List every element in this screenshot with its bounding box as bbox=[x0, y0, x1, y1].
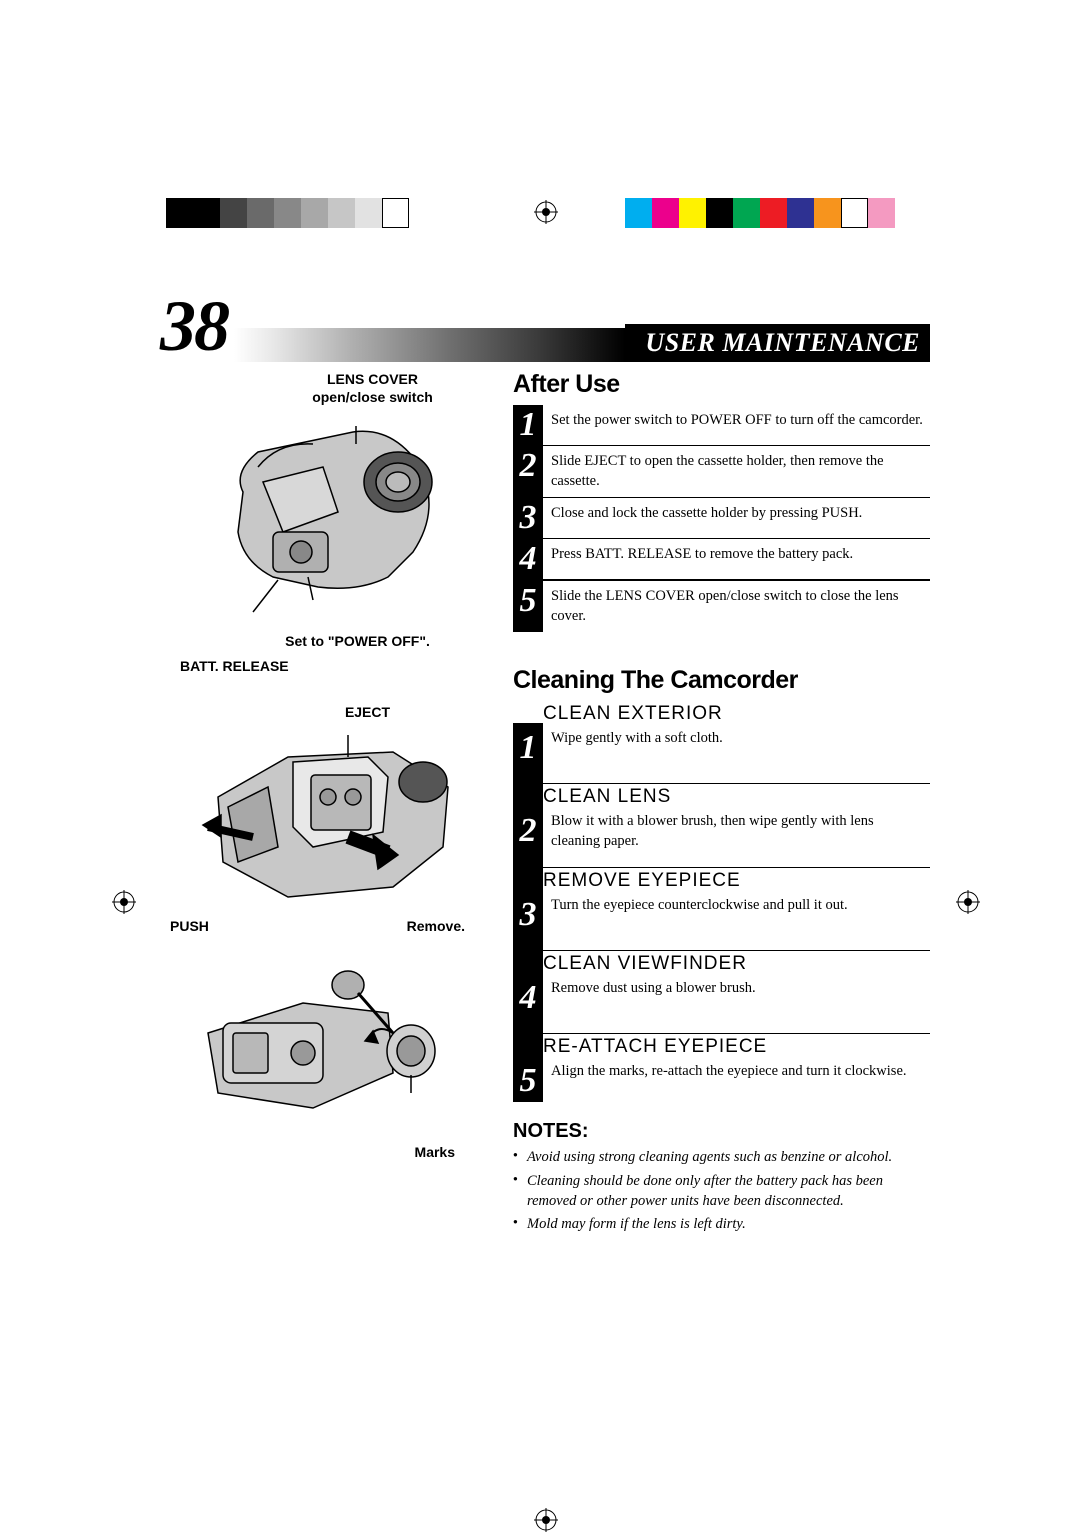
step-item: 4 Remove dust using a blower brush. bbox=[513, 977, 930, 1019]
diagram-label: PUSH bbox=[170, 917, 209, 935]
step-number: 3 bbox=[513, 498, 543, 538]
header-gradient bbox=[234, 328, 625, 362]
cleaning-heading: RE-ATTACH EYEPIECE bbox=[543, 1033, 930, 1058]
cleaning-heading: CLEAN VIEWFINDER bbox=[543, 950, 930, 975]
camcorder-eject-illustration bbox=[193, 727, 463, 917]
note-item: Mold may form if the lens is left dirty. bbox=[513, 1214, 930, 1234]
step-number: 4 bbox=[513, 977, 543, 1019]
step-text: Blow it with a blower brush, then wipe g… bbox=[543, 810, 930, 853]
cleaning-steps: CLEAN EXTERIOR 1 Wipe gently with a soft… bbox=[513, 701, 930, 1102]
step-item: 2 Slide EJECT to open the cassette holde… bbox=[513, 446, 930, 498]
step-text: Close and lock the cassette holder by pr… bbox=[543, 498, 930, 530]
step-text: Slide EJECT to open the cassette holder,… bbox=[543, 446, 930, 497]
page-number: 38 bbox=[160, 290, 228, 362]
diagram-label: Remove. bbox=[407, 917, 465, 935]
step-number: 2 bbox=[513, 810, 543, 852]
step-item: 5 Align the marks, re-attach the eyepiec… bbox=[513, 1060, 930, 1102]
diagram-eject: EJECT bbox=[160, 703, 495, 935]
cleaning-title: Cleaning The Camcorder bbox=[513, 666, 930, 695]
diagram-power-off: LENS COVER open/close switch bbox=[160, 370, 495, 675]
after-use-steps: 1 Set the power switch to POWER OFF to t… bbox=[513, 405, 930, 632]
step-number: 5 bbox=[513, 581, 543, 621]
step-item: 5 Slide the LENS COVER open/close switch… bbox=[513, 580, 930, 632]
notes-list: Avoid using strong cleaning agents such … bbox=[513, 1147, 930, 1234]
header-title: USER MAINTENANCE bbox=[625, 324, 930, 362]
step-item: 3 Close and lock the cassette holder by … bbox=[513, 498, 930, 539]
registration-mark-icon bbox=[534, 1508, 558, 1532]
step-number: 5 bbox=[513, 1060, 543, 1102]
step-item: 3 Turn the eyepiece counterclockwise and… bbox=[513, 894, 930, 936]
step-number: 1 bbox=[513, 405, 543, 445]
diagram-label: open/close switch bbox=[312, 389, 433, 405]
step-text: Remove dust using a blower brush. bbox=[543, 977, 930, 1001]
registration-mark-icon bbox=[956, 890, 980, 914]
step-number: 3 bbox=[513, 894, 543, 936]
page-content: 38 USER MAINTENANCE LENS COVER open/clos… bbox=[160, 290, 930, 1238]
color-bar bbox=[625, 198, 895, 228]
after-use-title: After Use bbox=[513, 370, 930, 399]
diagrams-column: LENS COVER open/close switch bbox=[160, 370, 495, 1238]
step-text: Press BATT. RELEASE to remove the batter… bbox=[543, 539, 930, 571]
step-text: Turn the eyepiece counterclockwise and p… bbox=[543, 894, 930, 918]
step-number: 1 bbox=[513, 727, 543, 769]
step-item: 4 Press BATT. RELEASE to remove the batt… bbox=[513, 539, 930, 580]
diagram-eyepiece: Marks bbox=[160, 963, 495, 1161]
step-text: Set the power switch to POWER OFF to tur… bbox=[543, 405, 930, 437]
cleaning-heading: REMOVE EYEPIECE bbox=[543, 867, 930, 892]
page-header: 38 USER MAINTENANCE bbox=[160, 290, 930, 362]
diagram-label: BATT. RELEASE bbox=[180, 658, 289, 674]
registration-mark-icon bbox=[112, 890, 136, 914]
grayscale-bar bbox=[166, 198, 409, 228]
step-number: 4 bbox=[513, 539, 543, 579]
diagram-label: Set to "POWER OFF". bbox=[285, 633, 430, 649]
camcorder-illustration bbox=[203, 412, 453, 632]
diagram-label: LENS COVER bbox=[327, 371, 418, 387]
notes-title: NOTES: bbox=[513, 1120, 930, 1143]
cleaning-heading: CLEAN EXTERIOR bbox=[543, 701, 930, 725]
step-item: 1 Wipe gently with a soft cloth. bbox=[513, 727, 930, 769]
step-item: 1 Set the power switch to POWER OFF to t… bbox=[513, 405, 930, 446]
note-item: Avoid using strong cleaning agents such … bbox=[513, 1147, 930, 1167]
camcorder-eyepiece-illustration bbox=[193, 963, 463, 1143]
registration-mark-icon bbox=[534, 200, 558, 224]
step-item: 2 Blow it with a blower brush, then wipe… bbox=[513, 810, 930, 853]
instructions-column: After Use 1 Set the power switch to POWE… bbox=[513, 370, 930, 1238]
step-text: Wipe gently with a soft cloth. bbox=[543, 727, 930, 751]
step-text: Align the marks, re-attach the eyepiece … bbox=[543, 1060, 930, 1084]
diagram-label: EJECT bbox=[345, 704, 390, 720]
step-text: Slide the LENS COVER open/close switch t… bbox=[543, 581, 930, 632]
note-item: Cleaning should be done only after the b… bbox=[513, 1171, 930, 1212]
cleaning-heading: CLEAN LENS bbox=[543, 783, 930, 808]
step-number: 2 bbox=[513, 446, 543, 486]
diagram-label: Marks bbox=[415, 1144, 455, 1160]
